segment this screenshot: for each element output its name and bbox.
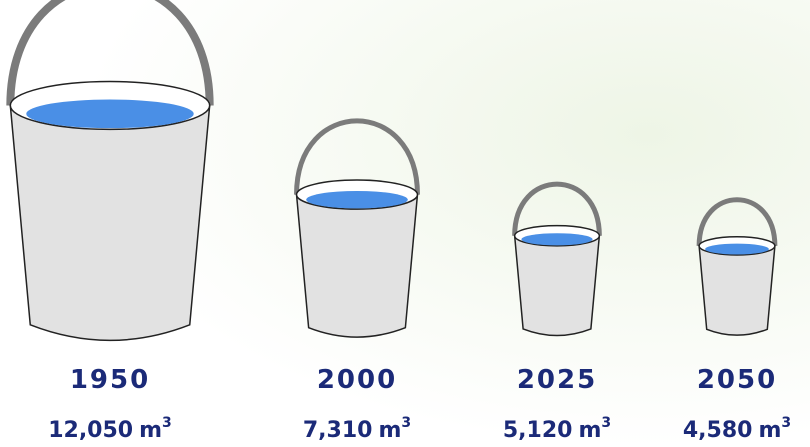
unit: m [758,418,781,443]
water [306,191,408,208]
unit: m [378,418,401,443]
page: {"chart_data": {"type": "bucket", "categ… [0,0,810,447]
unit-exponent: 3 [162,415,172,431]
water [26,99,193,128]
year-label: 1950 [70,365,150,395]
water [521,233,592,245]
year-label: 2050 [697,365,777,395]
value-number: 12,050 [48,418,133,443]
bucket-body [10,105,209,340]
year-label: 2025 [517,365,597,395]
value-number: 5,120 [503,418,573,443]
unit: m [578,418,601,443]
unit-exponent: 3 [781,415,791,431]
unit-exponent: 3 [601,415,611,431]
water [705,244,769,255]
year-label: 2000 [317,365,397,395]
chart: 195012,050m320007,310m320255,120m320504,… [0,0,810,447]
unit-exponent: 3 [401,415,411,431]
value-number: 7,310 [303,418,373,443]
unit: m [139,418,162,443]
bucket-body [297,195,418,338]
value-number: 4,580 [683,418,753,443]
bucket-body [515,236,600,336]
bucket-body [699,246,775,335]
